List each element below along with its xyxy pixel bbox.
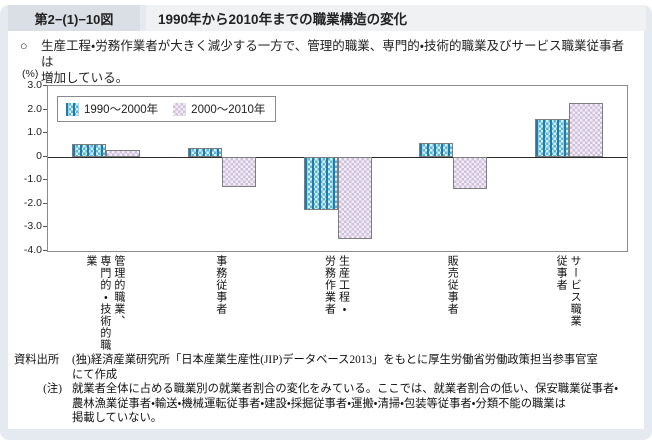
category-label-3: 生産工程・ 労務作業者 [323, 255, 350, 315]
y-tick-label: -4.0 [23, 244, 42, 256]
bar-series1-cat4 [419, 142, 454, 157]
y-tick-label: -3.0 [23, 220, 42, 233]
bullet-circle-icon: ○ [20, 39, 28, 53]
bar-series2-cat1 [105, 149, 140, 157]
source-row: 資料出所 (独)経済産業研究所「日本産業生産性(JIP)データベース2013」を… [14, 353, 636, 382]
y-axis-unit-label: (%) [22, 68, 39, 80]
figure-panel: 第2−(1)−10図 1990年から2010年までの職業構造の変化 ○ 生産工程… [0, 5, 652, 440]
category-label-2: 事務従事者 [214, 255, 227, 315]
bar-series2-cat2 [221, 156, 256, 188]
bar-series2-cat3 [337, 156, 372, 240]
plot-area: 1990〜2000年 2000〜2010年 [47, 85, 628, 252]
legend-label: 2000〜2010年 [191, 104, 266, 116]
legend-swatch-icon [66, 102, 79, 116]
bar-series1-cat3 [303, 156, 338, 210]
y-tick-mark [43, 250, 47, 251]
figure-number: 第2−(1)−10図 [8, 5, 140, 31]
y-tick-label: 0 [36, 149, 42, 162]
bar-series1-cat5 [535, 119, 570, 157]
category-label-5: サービス職業 従事者 [555, 255, 582, 327]
legend-swatch-icon [173, 102, 187, 116]
y-tick-label: -2.0 [23, 196, 42, 209]
note-text: 就業者全体に占める職業別の就業者割合の変化をみている。ここでは、就業者割合の低い… [72, 383, 619, 425]
figure-body: ○ 生産工程・労務作業者が大きく減少する一方で、管理的職業、専門的・技術的職業及… [8, 31, 644, 429]
y-tick-mark [43, 202, 47, 204]
y-tick-mark [43, 85, 47, 86]
note-row: (注) 就業者全体に占める職業別の就業者割合の変化をみている。ここでは、就業者割… [14, 382, 636, 426]
source-text: (独)経済産業研究所「日本産業生産性(JIP)データベース2013」をもとに厚生… [72, 354, 598, 381]
note-label: (注) [43, 383, 62, 396]
legend-label: 1990〜2000年 [84, 104, 159, 116]
y-tick-label: 2.0 [27, 102, 42, 115]
bar-chart: (%) 1990〜2000年 2000〜2010年 3.0 2.0 1.0 0 -1.0 -… [8, 67, 644, 353]
category-label-1: 管理的職業、 専門的・技術的職業 [84, 255, 125, 351]
category-label-4: 販売従事者 [446, 255, 459, 315]
y-tick-mark [43, 155, 47, 157]
figure-title: 1990年から2010年までの職業構造の変化 [146, 5, 646, 31]
summary-text: 生産工程・労務作業者が大きく減少する一方で、管理的職業、専門的・技術的職業及びサ… [41, 39, 625, 85]
bar-series2-cat4 [453, 156, 488, 189]
bar-series2-cat5 [569, 102, 604, 157]
source-and-notes: 資料出所 (独)経済産業研究所「日本産業生産性(JIP)データベース2013」を… [14, 353, 636, 426]
legend-item-2: 2000〜2010年 [173, 101, 265, 117]
y-tick-mark [43, 132, 47, 134]
y-tick-mark [43, 226, 47, 228]
bar-series1-cat1 [71, 143, 106, 157]
y-tick-mark [43, 108, 47, 110]
y-tick-label: 3.0 [27, 79, 42, 91]
y-tick-label: -1.0 [23, 173, 42, 186]
bar-series1-cat2 [187, 148, 222, 157]
chart-legend: 1990〜2000年 2000〜2010年 [57, 96, 277, 122]
legend-item-1: 1990〜2000年 [66, 101, 158, 117]
y-tick-mark [43, 179, 47, 181]
y-tick-label: 1.0 [27, 126, 42, 139]
source-label: 資料出所 [14, 354, 60, 366]
summary-statement: ○ 生産工程・労務作業者が大きく減少する一方で、管理的職業、専門的・技術的職業及… [20, 38, 636, 86]
